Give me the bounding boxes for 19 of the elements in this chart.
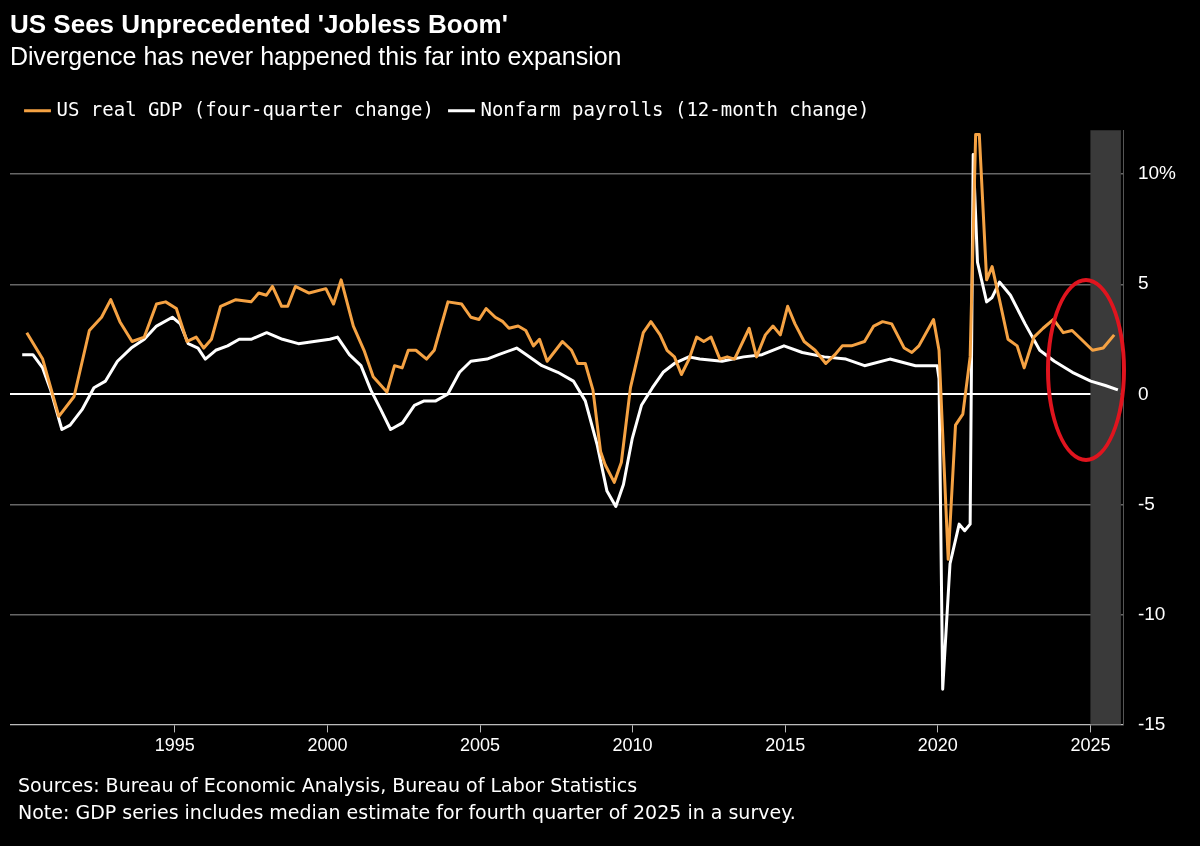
chart-title: US Sees Unprecedented 'Jobless Boom' [10, 8, 508, 39]
x-tick-label: 2000 [307, 735, 348, 756]
y-tick-label: 10% [1137, 162, 1177, 184]
y-tick-label: 5 [1137, 272, 1149, 294]
legend-label: Nonfarm payrolls (12-month change) [480, 97, 870, 120]
x-tick-label: 2005 [459, 735, 501, 756]
y-tick-label: -15 [1137, 712, 1166, 734]
y-tick-label: 0 [1137, 382, 1149, 404]
chart-subtitle: Divergence has never happened this far into expansion [10, 42, 622, 71]
y-tick-label: -5 [1137, 492, 1155, 514]
legend-label: US real GDP (four-quarter change) [56, 97, 434, 120]
x-tick-label: 2020 [917, 735, 958, 756]
x-tick-label: 2025 [1070, 735, 1111, 756]
x-tick-label: 2010 [612, 735, 653, 756]
x-tick-label: 1995 [154, 735, 195, 756]
y-tick-label: -10 [1137, 602, 1166, 624]
source-note: Sources: Bureau of Economic Analysis, Bureau of Labor Statistics [18, 773, 639, 798]
x-tick-label: 2015 [765, 735, 806, 756]
text: Note: GDP series includes median estimate for fourth quarter of 2025 in a survey. [18, 800, 796, 825]
